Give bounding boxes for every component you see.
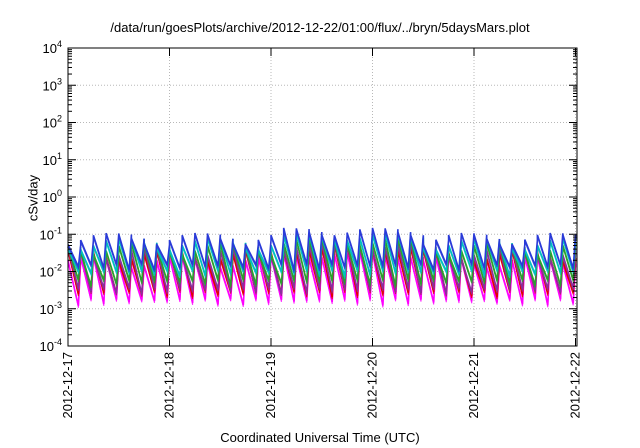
x-tick-labels: 2012-12-17 2012-12-18 2012-12-19 2012-12-20… xyxy=(60,352,583,419)
series-line xyxy=(67,229,576,273)
data-series xyxy=(67,227,577,308)
x-tick-label: 2012-12-22 xyxy=(568,352,583,419)
chart-title: /data/run/goesPlots/archive/2012-12-22/0… xyxy=(110,20,530,35)
y-tick-label: 10-4 xyxy=(40,337,62,354)
y-tick-label: 101 xyxy=(43,151,62,168)
x-tick-label: 2012-12-20 xyxy=(365,352,380,419)
y-tick-label: 103 xyxy=(43,76,62,93)
y-tick-label: 10-1 xyxy=(40,225,62,242)
x-tick-label: 2012-12-19 xyxy=(263,352,278,419)
y-tick-label: 10-3 xyxy=(40,300,62,317)
y-tick-labels: 10-4 10-3 10-2 10-1 100 101 102 103 104 xyxy=(40,39,62,354)
y-tick-label: 102 xyxy=(43,114,62,131)
x-tick-label: 2012-12-17 xyxy=(60,352,75,419)
x-axis-label: Coordinated Universal Time (UTC) xyxy=(220,430,420,445)
x-tick-label: 2012-12-21 xyxy=(466,352,481,419)
y-tick-label: 100 xyxy=(43,188,62,205)
y-tick-label: 10-2 xyxy=(40,263,62,280)
axis-ticks xyxy=(67,47,577,347)
grid-lines xyxy=(68,48,577,346)
y-axis-label: cSv/day xyxy=(25,174,41,222)
x-tick-label: 2012-12-18 xyxy=(162,352,177,419)
y-tick-label: 104 xyxy=(43,39,62,56)
